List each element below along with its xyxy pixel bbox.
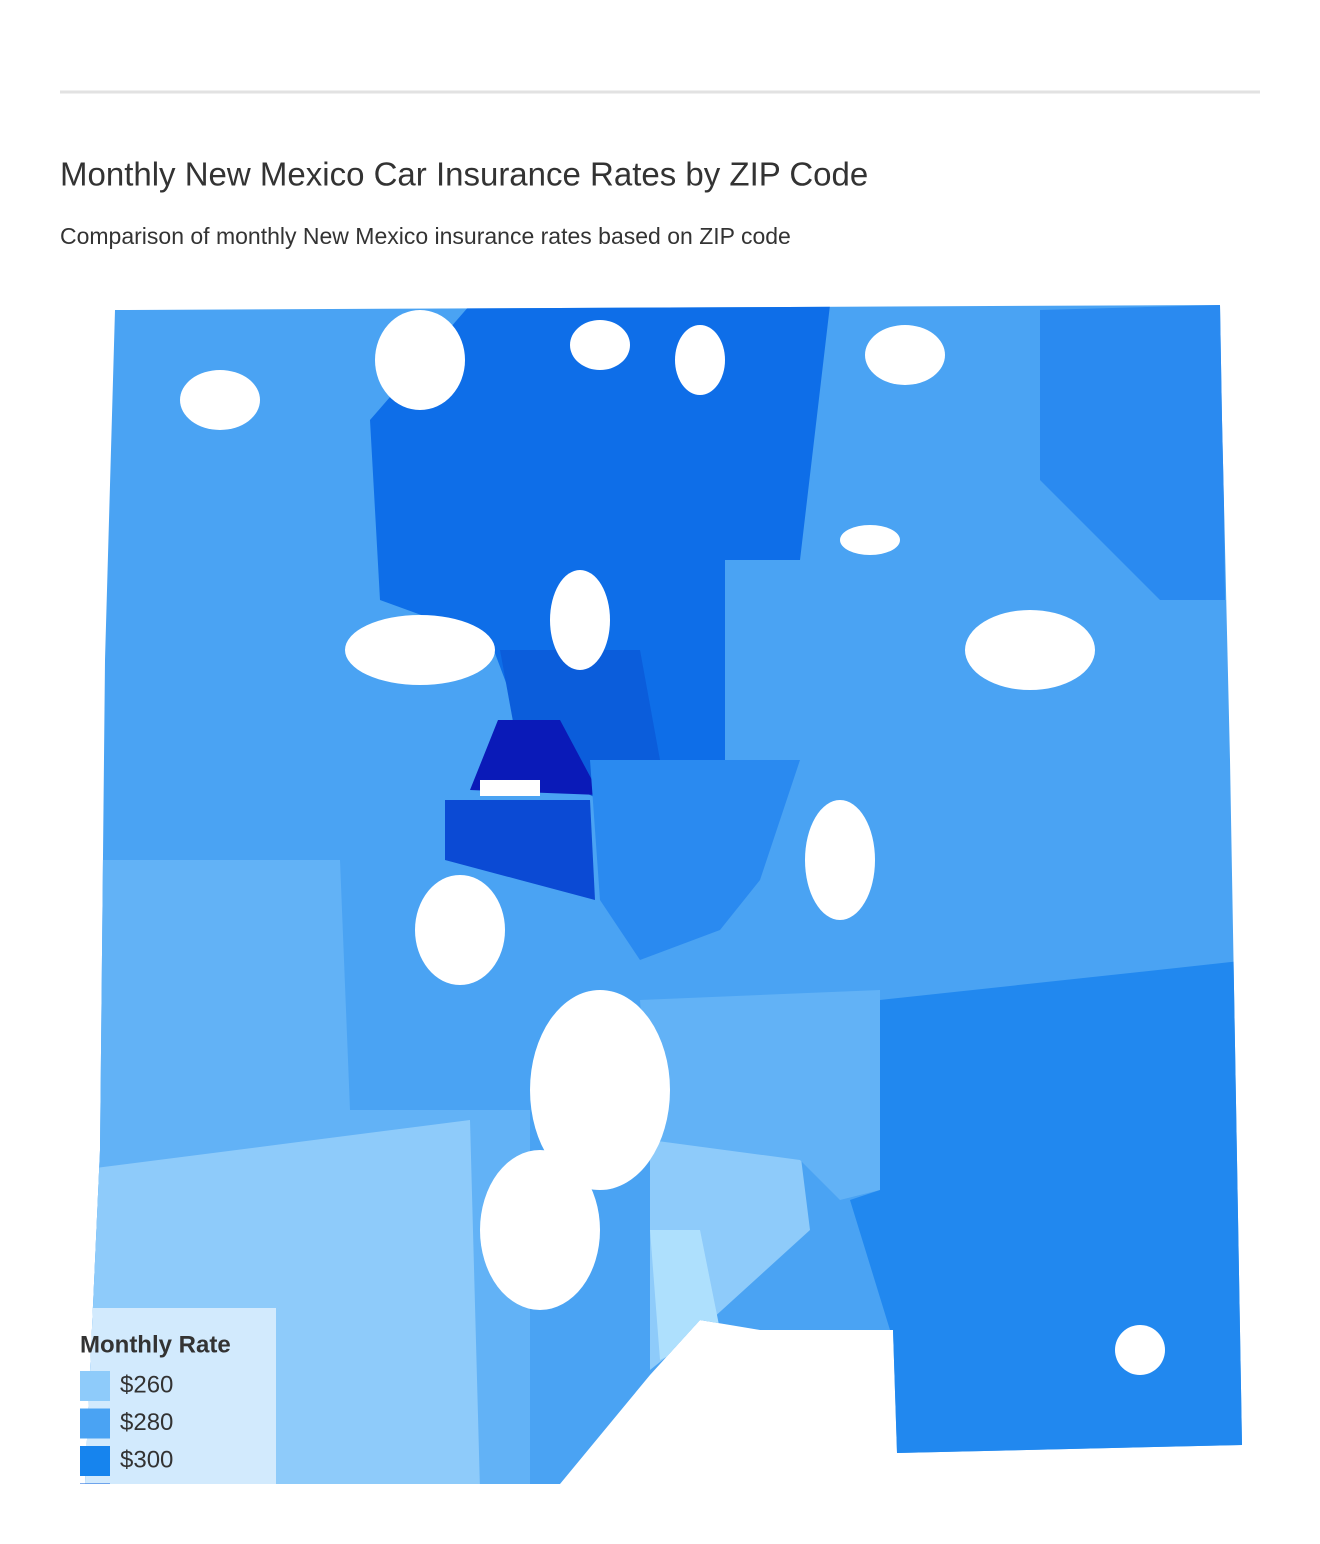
map bbox=[85, 305, 1242, 1484]
region bbox=[1040, 305, 1225, 600]
region bbox=[590, 760, 800, 960]
legend-title: Monthly Rate bbox=[80, 1331, 231, 1358]
legend-background bbox=[85, 1308, 276, 1484]
no-data bbox=[180, 310, 1165, 1375]
region bbox=[470, 720, 600, 795]
legend-label: $300 bbox=[120, 1446, 173, 1473]
legend-label: $260 bbox=[120, 1371, 173, 1398]
legend: $260 $280 $300 bbox=[80, 1371, 173, 1484]
legend-swatch bbox=[80, 1408, 110, 1439]
region bbox=[640, 990, 880, 1200]
legend-swatch bbox=[80, 1483, 110, 1484]
region bbox=[850, 960, 1242, 1460]
chart-subtitle: Comparison of monthly New Mexico insuran… bbox=[60, 223, 791, 249]
region bbox=[370, 305, 830, 800]
legend-swatch bbox=[80, 1371, 110, 1401]
legend-label: $280 bbox=[120, 1409, 173, 1436]
chart-title: Monthly New Mexico Car Insurance Rates b… bbox=[60, 156, 868, 193]
region bbox=[445, 800, 595, 900]
legend-swatch bbox=[80, 1446, 110, 1476]
